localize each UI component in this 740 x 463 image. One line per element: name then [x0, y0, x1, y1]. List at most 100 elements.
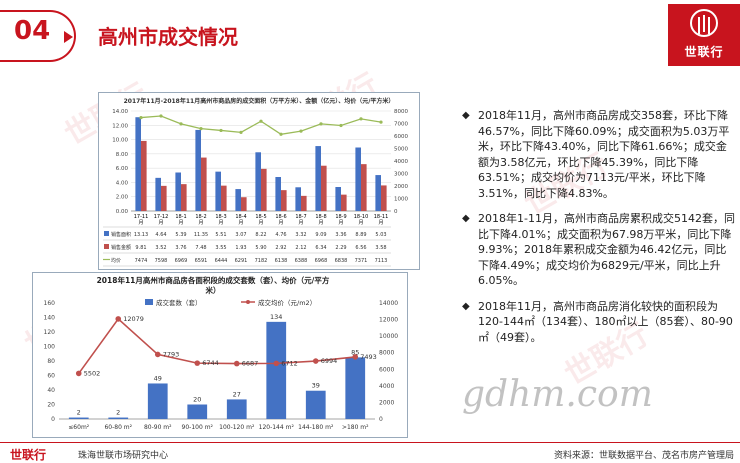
bar-amount: [261, 168, 267, 211]
table-legend-swatch: [104, 231, 109, 236]
y2-tick-label: 6000: [394, 134, 408, 140]
table-row-label: 均价: [111, 257, 121, 264]
table-cell: 11.35: [194, 232, 208, 238]
y2-tick-label: 4000: [379, 383, 394, 390]
table-cell: 3.76: [175, 245, 186, 251]
line-value-label: 6712: [281, 359, 298, 367]
point-avg-price: [273, 360, 280, 367]
summary-item: ◆ 2018年11月，高州市商品房消化较快的面积段为120-144㎡（134套）…: [462, 299, 736, 346]
bar-deal-count: [147, 383, 168, 419]
table-cell: 3.58: [375, 245, 386, 251]
table-cell: 7474: [135, 258, 148, 264]
x-tick-label-unit: 月: [298, 220, 303, 226]
footer-source: 资料来源：世联数据平台、茂名市房产管理局: [553, 451, 734, 461]
x-tick-label: 18-11: [374, 214, 389, 220]
bar-value-label: 2: [116, 409, 120, 417]
y2-tick-label: 7000: [394, 122, 408, 128]
bar-amount: [181, 184, 187, 211]
legend-marker-price: [246, 300, 250, 304]
bar-amount: [161, 185, 167, 211]
x-tick-label-unit: 月: [318, 220, 323, 226]
table-cell: 6.56: [355, 245, 366, 251]
footer-logo: 世联行: [10, 448, 47, 462]
chart-title-cont: 米）: [206, 285, 221, 295]
bar-area: [315, 146, 321, 211]
y-tick-label: 6.00: [116, 166, 129, 172]
bar-deal-count: [108, 417, 129, 419]
table-cell: 2.29: [335, 245, 346, 251]
bar-deal-count: [266, 321, 287, 419]
bar-amount: [301, 195, 307, 211]
legend-label-price: 成交均价（元/m2）: [258, 298, 316, 307]
x-tick-label: 144-180 m²: [298, 424, 334, 431]
play-arrow-icon: [64, 31, 73, 43]
table-cell: 6591: [195, 258, 208, 264]
point-avg-price: [139, 115, 143, 120]
bar-area: [155, 177, 161, 211]
site-watermark: gdhm.com: [462, 374, 653, 415]
bar-amount: [341, 194, 347, 211]
line-value-label: 6994: [321, 357, 338, 365]
table-cell: 3.07: [235, 232, 246, 238]
point-avg-price: [154, 351, 161, 358]
x-tick-label: >180 m²: [342, 424, 369, 431]
y2-tick-label: 3000: [394, 172, 408, 178]
bar-area: [175, 172, 181, 211]
y-tick-label: 120: [44, 329, 56, 336]
x-tick-label-unit: 月: [198, 220, 203, 226]
y-tick-label: 8.00: [116, 152, 129, 158]
x-tick-label-unit: 月: [238, 220, 243, 226]
bar-amount: [361, 164, 367, 211]
x-tick-label-unit: 月: [178, 220, 183, 226]
y-tick-label: 140: [44, 315, 56, 322]
bar-deal-count: [305, 390, 326, 419]
y-tick-label: 80: [47, 358, 55, 365]
chart-title: 2017年11月-2018年11月高州市商品房的成交面积（万平方米）、金额（亿元…: [124, 97, 395, 105]
chart-area-segments-svg: 2018年11月高州市商品房各面积段的成交套数（套）、均价（元/平方米） 成交套数…: [44, 275, 399, 431]
bar-amount: [321, 165, 327, 211]
chart-title: 2018年11月高州市商品房各面积段的成交套数（套）、均价（元/平方: [97, 275, 330, 285]
y-tick-label: 60: [47, 373, 55, 380]
x-tick-label: 80-90 m²: [144, 424, 172, 431]
y2-tick-label: 12000: [379, 317, 398, 324]
bar-area: [235, 189, 241, 211]
table-row-label: 销售面积: [111, 231, 131, 238]
summary-text: 2018年1-11月，高州市商品房累积成交5142套，同比下降4.01%；成交面…: [478, 212, 735, 287]
bar-area: [295, 187, 301, 211]
bar-amount: [281, 190, 287, 211]
table-cell: 9.09: [315, 232, 326, 238]
table-cell: 2.92: [275, 245, 286, 251]
legend-label-count: 成交套数（套）: [156, 298, 202, 307]
bar-value-label: 2: [77, 409, 81, 417]
y2-tick-label: 2000: [379, 399, 394, 406]
y-tick-label: 14.00: [112, 109, 128, 115]
y2-tick-label: 10000: [379, 333, 398, 340]
bar-area: [215, 171, 221, 211]
x-tick-label: 18-6: [275, 214, 286, 220]
y-tick-label: 40: [47, 387, 55, 394]
x-tick-label-unit: 月: [378, 220, 383, 226]
table-cell: 3.32: [295, 232, 306, 238]
point-avg-price: [299, 129, 303, 133]
point-avg-price: [233, 360, 240, 367]
diamond-bullet-icon: ◆: [462, 300, 470, 312]
bar-deal-count: [68, 417, 89, 419]
point-avg-price: [359, 117, 363, 121]
table-cell: 1.93: [235, 245, 246, 251]
x-tick-label: 17-11: [134, 214, 149, 220]
bar-amount: [201, 157, 207, 211]
footer-divider: [0, 442, 740, 443]
x-tick-label: 18-10: [354, 214, 369, 220]
x-tick-label-unit: 月: [218, 220, 223, 226]
table-cell: 5.90: [255, 245, 266, 251]
x-tick-label: 90-100 m²: [182, 424, 214, 431]
y2-tick-label: 0: [379, 416, 383, 423]
x-tick-label: 17-12: [154, 214, 169, 220]
section-number: 04: [14, 16, 51, 46]
y2-tick-label: 0: [394, 209, 398, 215]
x-tick-label: 18-7: [295, 214, 306, 220]
bar-value-label: 27: [233, 390, 241, 398]
bar-area: [255, 152, 261, 211]
line-value-label: 12079: [123, 315, 144, 323]
y-tick-label: 12.00: [112, 123, 128, 129]
